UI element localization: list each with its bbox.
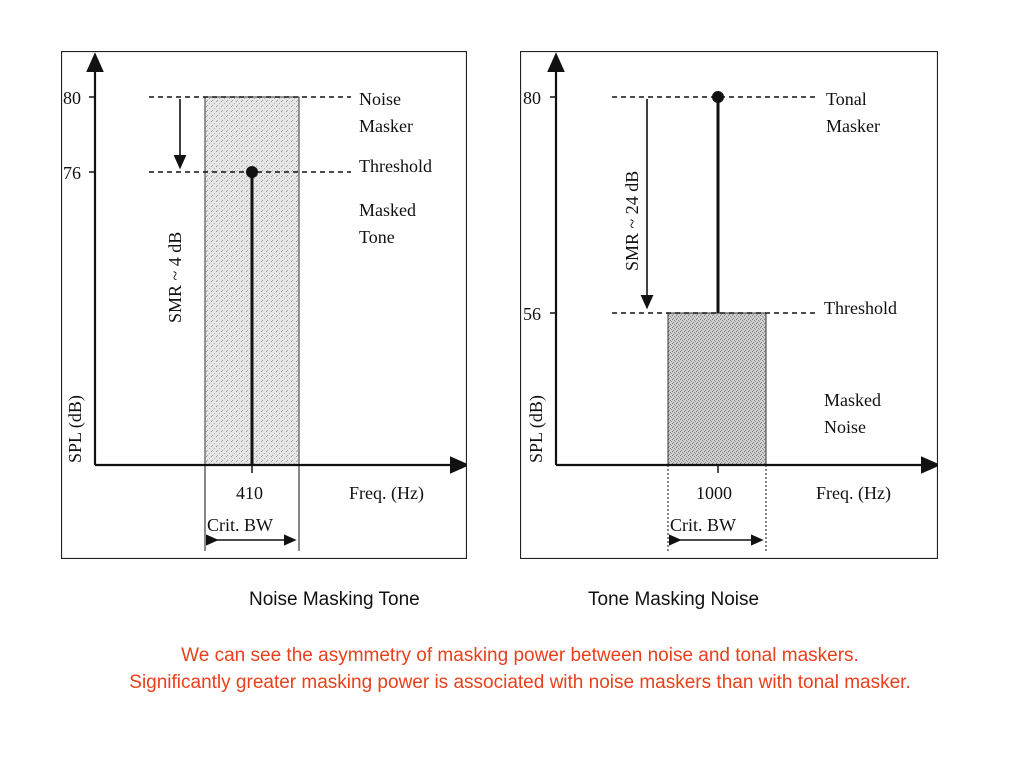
caption-tone-masking-noise: Tone Masking Noise: [588, 589, 760, 610]
y-axis-label: SPL (dB): [65, 395, 86, 463]
crit-bw-label: Crit. BW: [670, 515, 736, 535]
threshold-label: Threshold: [359, 156, 432, 176]
y-tick-56: 56: [523, 304, 541, 324]
masked-noise-band: [667, 312, 767, 466]
explanation-line-2: Significantly greater masking power is a…: [129, 672, 911, 693]
y-tick-80: 80: [63, 88, 81, 108]
smr-label: SMR ~ 24 dB: [622, 171, 642, 271]
tone-masking-noise-diagram: 80 56 SPL (dB) SMR ~ 24 dB Tonal Masker …: [520, 51, 938, 559]
masker-label-line1: Tonal: [826, 89, 867, 109]
masker-label-line1: Noise: [359, 89, 401, 109]
y-tick-76: 76: [63, 163, 81, 183]
threshold-label: Threshold: [824, 298, 897, 318]
masker-label-line2: Masker: [359, 116, 413, 136]
smr-label: SMR ~ 4 dB: [165, 232, 185, 323]
tonal-masker-dot: [712, 91, 724, 103]
noise-masking-tone-diagram: 80 76 SPL (dB) SMR ~ 4 dB Noise Masker T…: [61, 51, 467, 559]
masked-tone-dot: [246, 166, 258, 178]
freq-tick-label: 1000: [696, 483, 732, 503]
diagram-frame: [61, 51, 467, 559]
masker-label-line2: Masker: [826, 116, 880, 136]
y-axis-label: SPL (dB): [526, 395, 547, 463]
diagram-frame: [520, 51, 938, 559]
y-tick-80: 80: [523, 88, 541, 108]
masked-label-line1: Masked: [824, 390, 881, 410]
freq-tick-label: 410: [236, 483, 263, 503]
explanation-note: We can see the asymmetry of masking powe…: [60, 642, 980, 696]
x-axis-label: Freq. (Hz): [349, 483, 424, 504]
explanation-line-1: We can see the asymmetry of masking powe…: [181, 645, 859, 666]
masked-label-line2: Noise: [824, 417, 866, 437]
masked-label-line1: Masked: [359, 200, 416, 220]
caption-noise-masking-tone: Noise Masking Tone: [249, 589, 420, 610]
masked-label-line2: Tone: [359, 227, 395, 247]
crit-bw-label: Crit. BW: [207, 515, 273, 535]
x-axis-label: Freq. (Hz): [816, 483, 891, 504]
